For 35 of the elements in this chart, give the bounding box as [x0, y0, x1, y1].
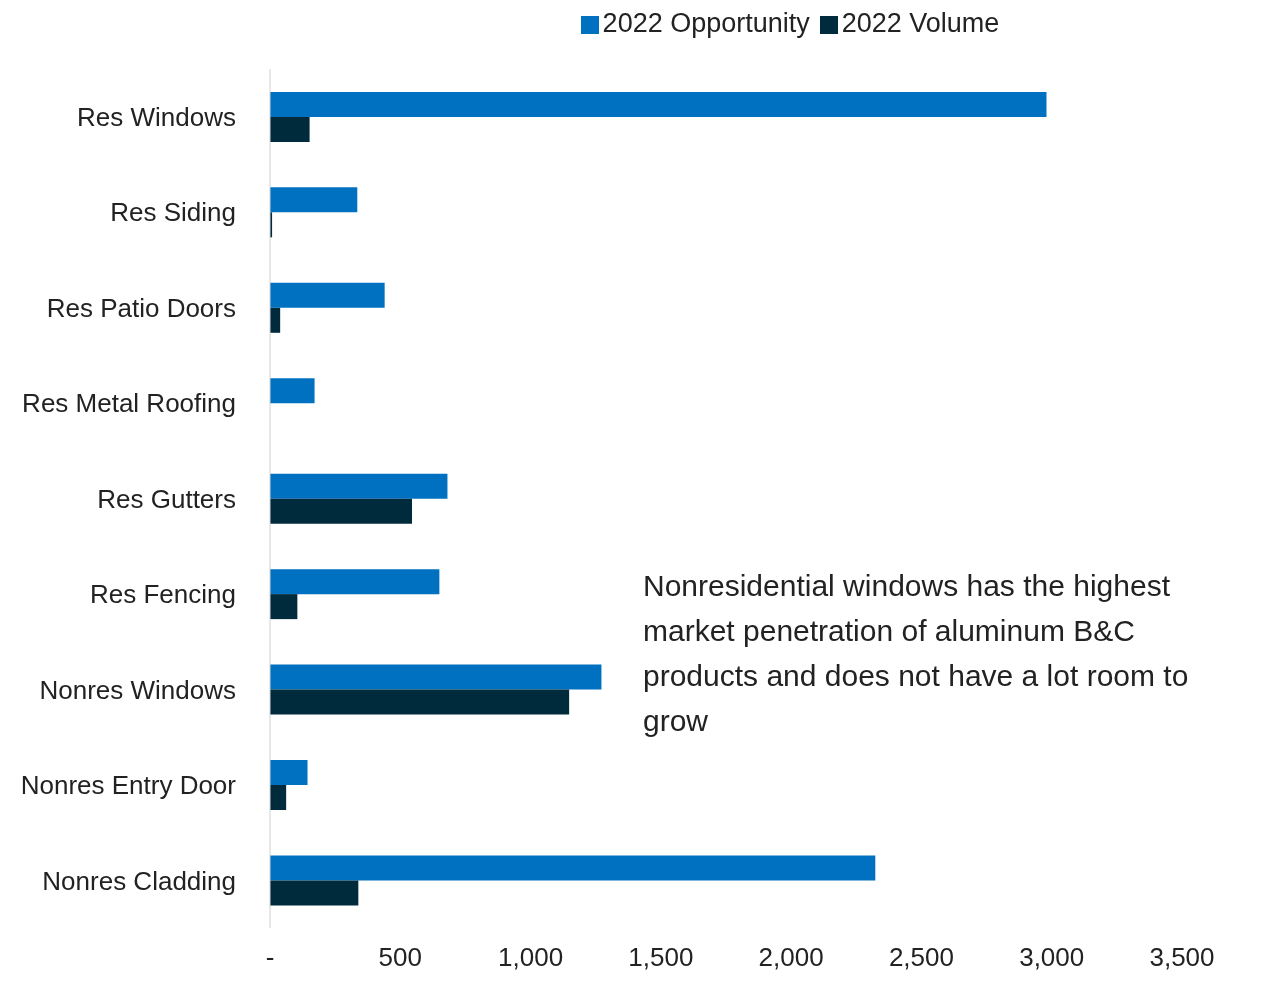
bar [270, 498, 413, 524]
bar [270, 473, 448, 499]
legend-label: 2022 Opportunity [602, 8, 810, 38]
bar [270, 855, 876, 881]
y-tick-label: Res Patio Doors [46, 292, 236, 323]
x-tick-label: 2,000 [758, 942, 824, 973]
y-tick-label: Res Siding [110, 197, 236, 228]
bar [270, 91, 1047, 117]
x-tick-label: - [265, 942, 275, 973]
bar [270, 785, 287, 811]
y-tick-label: Nonres Cladding [42, 865, 236, 896]
bar [270, 569, 440, 595]
bar [270, 880, 359, 906]
legend-label: 2022 Volume [841, 8, 1000, 38]
y-tick-label: Nonres Entry Door [20, 770, 237, 801]
bar [270, 664, 602, 690]
x-tick-label: 1,000 [498, 942, 564, 973]
bar [270, 378, 315, 404]
x-tick-label: 3,500 [1149, 942, 1215, 973]
annotation: Nonresidential windows has the highest market penetration of aluminum B&C products and does not have a lot room to grow [643, 568, 1190, 739]
bar [270, 187, 358, 213]
bar [270, 594, 298, 620]
bar [270, 116, 310, 142]
y-tick-label: Res Windows [77, 101, 236, 132]
x-tick-label: 1,500 [628, 942, 694, 973]
bar [270, 760, 308, 786]
y-tick-label: Nonres Windows [39, 674, 236, 705]
y-tick-label: Res Fencing [90, 579, 236, 610]
y-tick-label: Res Metal Roofing [22, 388, 236, 419]
x-tick-label: 2,500 [888, 942, 954, 973]
x-tick-label: 500 [378, 942, 422, 973]
bar [270, 689, 570, 715]
y-tick-label: Res Gutters [97, 483, 236, 514]
bar [270, 282, 385, 308]
x-tick-label: 3,000 [1019, 942, 1085, 973]
